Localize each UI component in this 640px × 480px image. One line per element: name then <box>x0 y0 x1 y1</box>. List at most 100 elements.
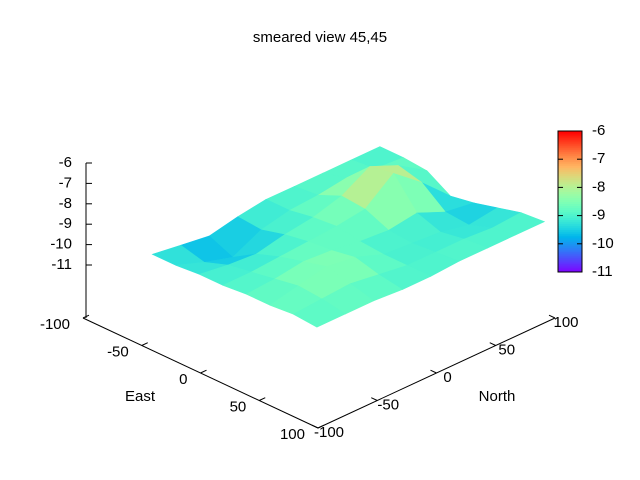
chart-title: smeared view 45,45 <box>253 29 387 46</box>
x-tick-label: 0 <box>179 371 187 388</box>
x-tick-label: -50 <box>107 343 129 360</box>
colorbar-swatch <box>558 157 582 160</box>
colorbar-swatch <box>558 241 582 245</box>
colorbar-swatch <box>558 257 582 261</box>
colorbar-swatch <box>558 141 582 144</box>
colorbar-swatch <box>558 147 582 150</box>
colorbar-swatch <box>558 209 582 213</box>
colorbar-swatch <box>558 145 582 148</box>
z-tick-label: -10 <box>50 236 72 253</box>
colorbar-swatch <box>558 135 582 138</box>
x-tick-label: 100 <box>280 426 305 443</box>
z-tick-label: -8 <box>59 195 72 212</box>
colorbar-swatch <box>558 237 582 241</box>
colorbar-swatch <box>558 175 582 178</box>
colorbar-swatch <box>558 131 582 134</box>
surface-patch <box>292 298 346 328</box>
colorbar-swatch <box>558 153 582 156</box>
colorbar-swatch <box>558 163 582 166</box>
colorbar-swatch <box>558 221 582 225</box>
y-tick-label: 0 <box>443 369 451 386</box>
y-axis-label: North <box>479 388 516 405</box>
colorbar-swatch <box>558 245 582 249</box>
colorbar-swatch <box>558 239 582 243</box>
colorbar-swatch <box>558 249 582 253</box>
colorbar-swatch <box>558 139 582 142</box>
colorbar-swatch <box>558 269 582 273</box>
colorbar-swatch <box>558 197 582 200</box>
y-tick-label: 100 <box>553 314 578 331</box>
colorbar-swatch <box>558 225 582 229</box>
colorbar-swatch <box>558 211 582 215</box>
colorbar-swatch <box>558 137 582 140</box>
colorbar-swatch <box>558 229 582 233</box>
z-tick-label: -9 <box>59 215 72 232</box>
colorbar-swatch <box>558 205 582 209</box>
colorbar-swatch <box>558 169 582 172</box>
x-tick <box>317 424 325 429</box>
colorbar-swatch <box>558 133 582 136</box>
colorbar-tick-label: -8 <box>592 178 605 195</box>
colorbar-tick-label: -11 <box>592 263 613 280</box>
colorbar-swatch <box>558 159 582 162</box>
z-tick-label: -11 <box>51 256 72 273</box>
colorbar-swatch <box>558 219 582 223</box>
colorbar-swatch <box>558 233 582 237</box>
colorbar-swatch <box>558 195 582 198</box>
colorbar-swatch <box>558 143 582 146</box>
colorbar-swatch <box>558 161 582 164</box>
y-tick <box>311 424 319 429</box>
x-tick-label: 50 <box>230 398 247 415</box>
x-tick <box>200 369 207 374</box>
y-tick <box>371 397 378 401</box>
colorbar-swatch <box>558 179 582 182</box>
colorbar-swatch <box>558 251 582 255</box>
y-tick-label: 50 <box>498 341 515 358</box>
colorbar-swatch <box>558 247 582 251</box>
colorbar-swatch <box>558 171 582 174</box>
colorbar-swatch <box>558 259 582 263</box>
y-tick <box>489 342 496 346</box>
colorbar-swatch <box>558 189 582 192</box>
colorbar-swatch <box>558 243 582 247</box>
y-tick <box>430 369 437 374</box>
x-tick <box>82 314 90 319</box>
colorbar-swatch <box>558 201 582 205</box>
colorbar-swatch <box>558 261 582 265</box>
colorbar-swatch <box>558 185 582 188</box>
colorbar-swatch <box>558 217 582 221</box>
colorbar-swatch <box>558 191 582 194</box>
colorbar-swatch <box>558 183 582 186</box>
y-tick-label: -100 <box>314 424 344 441</box>
z-tick-label: -7 <box>59 174 72 191</box>
colorbar-swatch <box>558 253 582 257</box>
colorbar-swatch <box>558 155 582 158</box>
colorbar-swatch <box>558 267 582 271</box>
x-axis-label: East <box>125 388 156 405</box>
y-tick <box>548 314 556 319</box>
x-tick-label: -100 <box>40 316 70 333</box>
colorbar-swatch <box>558 255 582 259</box>
colorbar-swatch <box>558 151 582 154</box>
colorbar-swatch <box>558 149 582 152</box>
y-tick-label: -50 <box>377 396 399 413</box>
colorbar-swatch <box>558 215 582 219</box>
colorbar-swatch <box>558 235 582 239</box>
colorbar-swatch <box>558 223 582 227</box>
colorbar-swatch <box>558 203 582 207</box>
colorbar-swatch <box>558 265 582 269</box>
colorbar-swatch <box>558 193 582 196</box>
colorbar-swatch <box>558 213 582 217</box>
colorbar-swatch <box>558 181 582 184</box>
x-tick <box>141 342 148 346</box>
colorbar-tick-label: -6 <box>592 122 605 139</box>
colorbar-swatch <box>558 227 582 231</box>
colorbar-swatch <box>558 207 582 211</box>
x-tick <box>259 397 266 401</box>
colorbar-swatch <box>558 263 582 267</box>
colorbar-tick-label: -10 <box>592 235 614 252</box>
colorbar-swatch <box>558 199 582 202</box>
colorbar-tick-label: -9 <box>592 207 605 224</box>
z-tick-label: -6 <box>59 154 72 171</box>
